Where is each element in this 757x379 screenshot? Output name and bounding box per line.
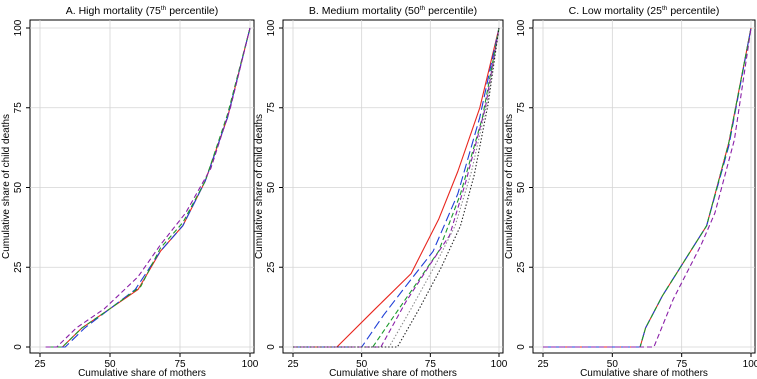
chart-panel-3: 25 50 75 100 0 25 50 75 100 C. Low mortality (25t… — [504, 5, 757, 379]
x-tick-label: 25 — [537, 359, 549, 370]
x-tick-label: 50 — [607, 359, 619, 370]
series-line-3 — [293, 27, 500, 348]
y-tick-label: 25 — [516, 261, 527, 273]
panel-title-text: A. High mortality (75 — [66, 5, 161, 17]
x-tick-label: 100 — [242, 359, 259, 370]
y-tick-label: 100 — [266, 19, 277, 36]
x-axis-label: Cumulative share of mothers — [78, 368, 206, 379]
x-tick-label: 50 — [104, 359, 116, 370]
x-tick-label: 100 — [743, 359, 757, 370]
y-axis-label: Cumulative share of child deaths — [1, 114, 12, 259]
series-line-2 — [48, 27, 251, 348]
panel-title-superscript: th — [161, 5, 167, 12]
chart-panel-1: 25 50 75 100 0 25 50 75 100 A. High mortality (75… — [1, 5, 259, 379]
y-tick-label: 0 — [516, 344, 527, 350]
panel-title-superscript: th — [420, 5, 426, 12]
series-line-2 — [293, 27, 500, 348]
plot-frame — [282, 19, 504, 354]
x-tick-label: 25 — [287, 359, 299, 370]
panel-title-text: B. Medium mortality (50 — [309, 5, 420, 17]
panel-title: A. High mortality (75th percentile) — [66, 5, 219, 17]
x-tick-label: 75 — [676, 359, 688, 370]
x-tick-label: 75 — [174, 359, 186, 370]
x-tick-label: 75 — [425, 359, 437, 370]
panel-title-text: C. Low mortality (25 — [569, 5, 663, 17]
series-line-2 — [543, 27, 752, 348]
plot-frame — [532, 19, 756, 354]
series-line-4 — [45, 27, 251, 348]
x-tick-label: 100 — [491, 359, 508, 370]
y-tick-label: 50 — [266, 182, 277, 194]
y-tick-label: 100 — [13, 19, 24, 36]
series-line-6 — [293, 27, 500, 348]
series-line-1 — [293, 27, 500, 348]
x-tick-label: 50 — [356, 359, 368, 370]
y-axis-label: Cumulative share of child deaths — [504, 114, 515, 259]
x-tick-label: 25 — [34, 359, 46, 370]
y-tick-label: 25 — [13, 261, 24, 273]
panel-title-end: percentile) — [166, 5, 218, 17]
panel-title-end: percentile) — [425, 5, 477, 17]
series-line-3 — [48, 27, 251, 348]
y-tick-label: 50 — [13, 182, 24, 194]
y-tick-label: 0 — [266, 344, 277, 350]
x-axis-label: Cumulative share of mothers — [580, 368, 708, 379]
y-tick-label: 75 — [266, 102, 277, 114]
y-tick-label: 75 — [516, 102, 527, 114]
y-axis-label: Cumulative share of child deaths — [254, 114, 265, 259]
panel-title-superscript: th — [662, 5, 668, 12]
y-tick-label: 75 — [13, 102, 24, 114]
y-tick-label: 25 — [266, 261, 277, 273]
series-line-4 — [293, 27, 500, 348]
plot-frame — [29, 19, 255, 354]
x-axis-label: Cumulative share of mothers — [329, 368, 457, 379]
series-line-3 — [543, 27, 752, 348]
panel-title-end: percentile) — [667, 5, 719, 17]
panel-title: C. Low mortality (25th percentile) — [569, 5, 720, 17]
chart-panel-2: 25 50 75 100 0 25 50 75 100 B. Medium mortality (… — [254, 5, 508, 379]
y-tick-label: 100 — [516, 19, 527, 36]
panel-title: B. Medium mortality (50th percentile) — [309, 5, 477, 17]
y-tick-label: 50 — [516, 182, 527, 194]
y-tick-label: 0 — [13, 344, 24, 350]
